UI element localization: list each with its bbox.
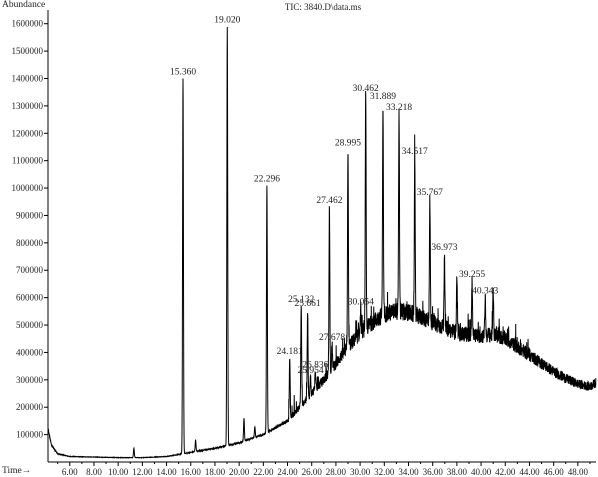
y-tick-label: 1500000 bbox=[12, 46, 44, 56]
peak-label: 31.889 bbox=[370, 92, 396, 102]
y-tick-label: 1600000 bbox=[12, 19, 44, 29]
x-tick-label: 40.00 bbox=[471, 467, 492, 477]
tic-trace bbox=[47, 27, 597, 459]
x-tick-label: 38.00 bbox=[447, 467, 468, 477]
peak-label: 25.661 bbox=[295, 299, 321, 309]
y-tick-label: 1300000 bbox=[12, 101, 44, 111]
x-tick-label: 30.00 bbox=[350, 467, 371, 477]
y-tick-label: 1200000 bbox=[12, 128, 44, 138]
x-tick-label: 36.00 bbox=[423, 467, 444, 477]
x-tick-label: 28.00 bbox=[326, 467, 347, 477]
peak-label: 39.255 bbox=[459, 270, 485, 280]
y-tick-label: 1100000 bbox=[12, 156, 44, 166]
x-tick-label: 8.00 bbox=[86, 467, 102, 477]
x-tick-label: 32.00 bbox=[374, 467, 395, 477]
x-tick-label: 12.00 bbox=[132, 467, 153, 477]
y-tick-label: 700000 bbox=[16, 265, 44, 275]
peak-label: 40.343 bbox=[472, 287, 498, 297]
peak-label: 22.296 bbox=[254, 174, 280, 184]
x-tick-label: 42.00 bbox=[495, 467, 516, 477]
peak-label: 33.218 bbox=[386, 103, 412, 113]
y-tick-label: 900000 bbox=[16, 210, 44, 220]
x-tick-label: 22.00 bbox=[253, 467, 274, 477]
x-tick-label: 16.00 bbox=[181, 467, 202, 477]
y-tick-label: 600000 bbox=[16, 293, 44, 303]
y-axis-ticks: 100000 200000 300000 400000 500000 600000 7000… bbox=[12, 19, 48, 440]
peak-label: 25.132 bbox=[288, 295, 314, 305]
peak-label: 36.973 bbox=[431, 243, 457, 253]
x-tick-label: 26.00 bbox=[302, 467, 323, 477]
y-tick-label: 200000 bbox=[16, 402, 44, 412]
peak-label: 24.181 bbox=[277, 347, 303, 357]
y-tick-label: 1400000 bbox=[12, 73, 44, 83]
x-tick-label: 46.00 bbox=[544, 467, 565, 477]
y-tick-label: 300000 bbox=[16, 375, 44, 385]
y-tick-label: 1000000 bbox=[12, 183, 44, 193]
peak-label: 26.836 bbox=[302, 361, 328, 371]
y-axis-title: Abundance bbox=[2, 0, 45, 10]
x-tick-label: 10.00 bbox=[108, 467, 129, 477]
x-tick-label: 6.00 bbox=[62, 467, 78, 477]
x-tick-label: 34.00 bbox=[398, 467, 419, 477]
x-axis-ticks: 6.00 8.00 10.00 12.00 14.00 16.00 18.00 20.00 22… bbox=[57, 462, 591, 477]
peak-label: 19.020 bbox=[214, 15, 240, 25]
x-axis-title: Time→ bbox=[2, 466, 31, 476]
peak-label: 15.360 bbox=[170, 67, 196, 77]
x-tick-label: 18.00 bbox=[205, 467, 226, 477]
peak-label: 27.462 bbox=[316, 196, 342, 206]
chart-title: TIC: 3840.D\data.ms bbox=[285, 2, 362, 12]
x-tick-label: 14.00 bbox=[156, 467, 177, 477]
peak-label: 25.954 bbox=[297, 366, 323, 376]
peak-label: 30.054 bbox=[348, 298, 374, 308]
x-tick-label: 24.00 bbox=[277, 467, 298, 477]
peak-label: 30.462 bbox=[353, 84, 379, 94]
peak-label: 28.995 bbox=[335, 139, 361, 149]
x-tick-label: 48.00 bbox=[568, 467, 589, 477]
x-tick-label: 20.00 bbox=[229, 467, 250, 477]
peak-label: 34.517 bbox=[402, 147, 428, 157]
x-tick-label: 44.00 bbox=[519, 467, 540, 477]
peak-label: 35.767 bbox=[417, 188, 443, 198]
peak-label: 27.678 bbox=[319, 333, 345, 343]
y-tick-label: 400000 bbox=[16, 347, 44, 357]
y-tick-label: 100000 bbox=[16, 430, 44, 440]
y-tick-label: 500000 bbox=[16, 320, 44, 330]
y-tick-label: 800000 bbox=[16, 238, 44, 248]
